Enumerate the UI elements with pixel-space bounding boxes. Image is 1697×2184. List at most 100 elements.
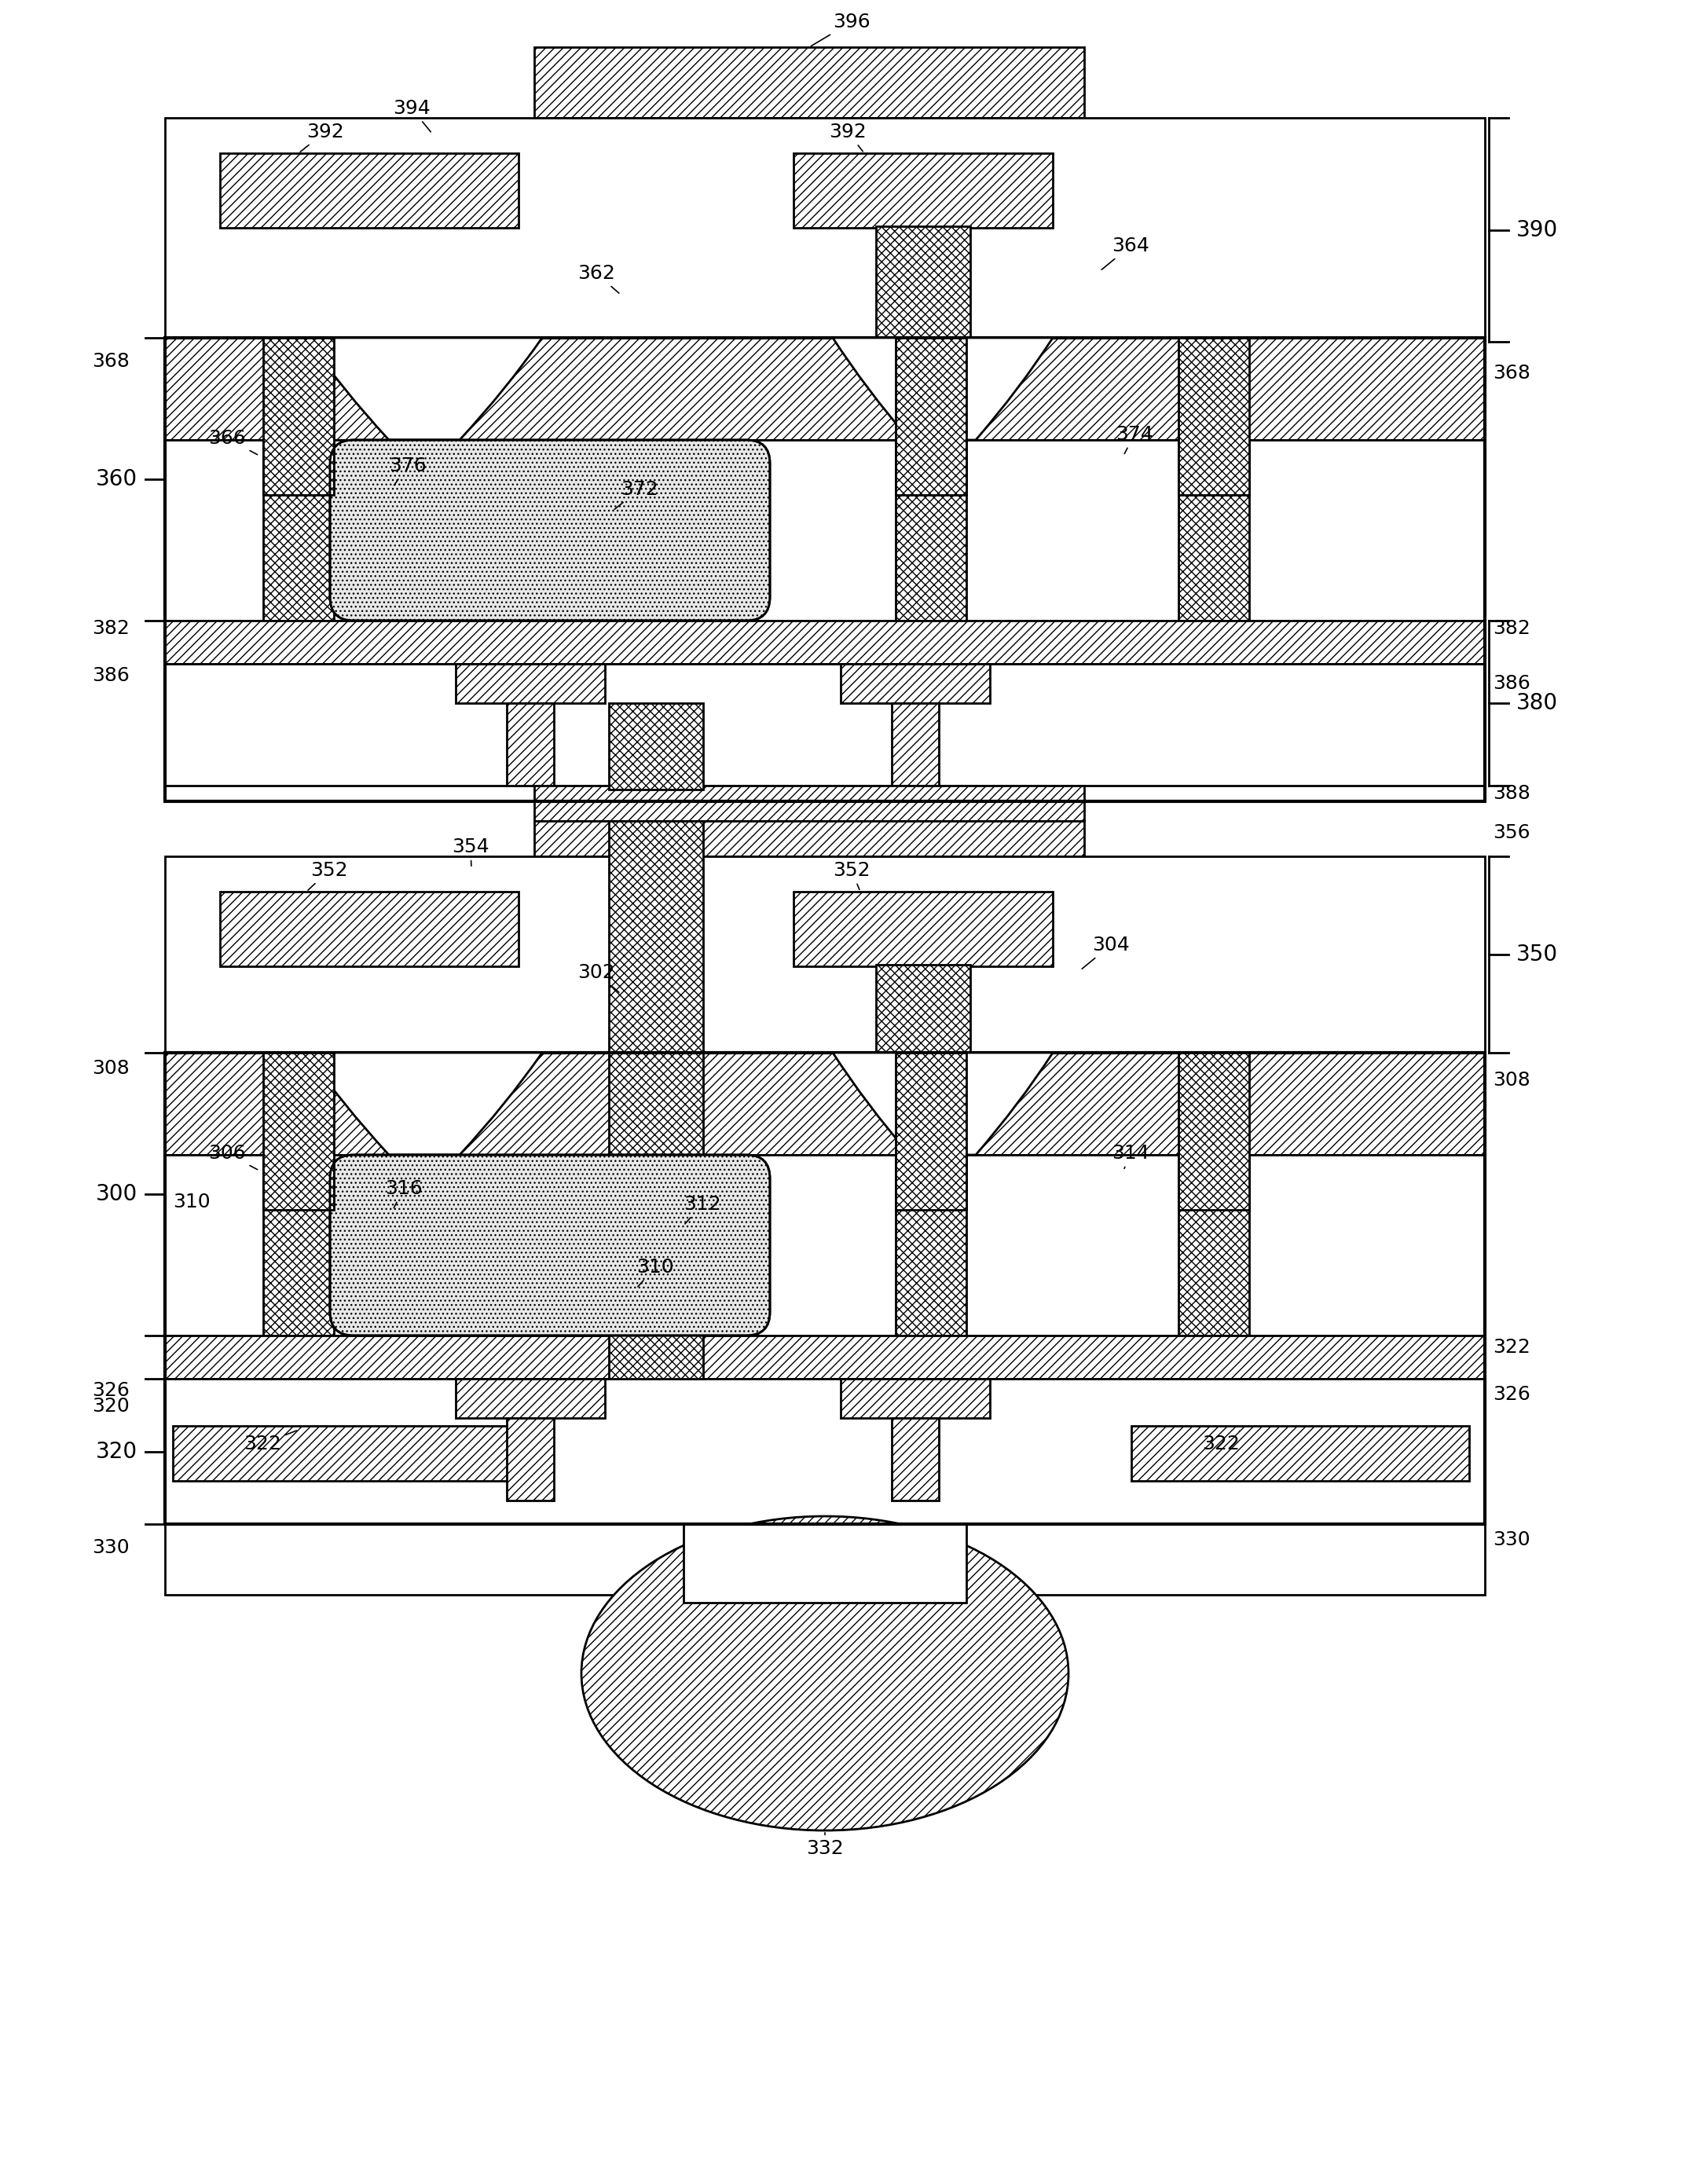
Text: 306: 306 [209,1144,258,1168]
Text: 332: 332 [806,1832,843,1859]
Bar [165,118,1485,339]
Text: 392: 392 [300,122,344,153]
Text: 312: 312 [684,1195,721,1223]
Text: 316: 316 [385,1179,423,1208]
Bar [1178,439,1249,620]
Bar [456,664,604,703]
Text: 380: 380 [1517,692,1558,714]
Bar [165,664,1485,786]
Bar [535,48,1084,118]
Bar [165,856,1485,1053]
Text: 360: 360 [95,467,137,489]
Bar [840,1378,989,1417]
Text: 392: 392 [828,122,867,151]
Text: 354: 354 [451,836,489,865]
Bar [507,1417,553,1500]
Text: 386: 386 [1493,675,1531,692]
Bar [896,339,966,496]
Text: 374: 374 [1115,426,1154,454]
Text: 376: 376 [389,456,426,485]
Bar [221,153,519,227]
Bar [165,339,1485,439]
Bar [891,703,938,786]
Bar [794,153,1052,227]
Bar [1132,1426,1470,1481]
Text: 308: 308 [92,1059,129,1079]
Text: 304: 304 [1083,935,1130,970]
Bar [609,821,703,1378]
Text: 362: 362 [577,264,619,293]
Text: 396: 396 [811,13,871,46]
Bar [876,227,971,341]
Text: 308: 308 [1493,1070,1531,1090]
Bar [609,703,703,791]
Text: 326: 326 [1493,1385,1531,1404]
Bar [165,439,1485,620]
Text: 322: 322 [1493,1339,1531,1356]
PathPatch shape [833,1053,1052,1155]
Text: 368: 368 [1493,365,1531,382]
Bar [1178,339,1249,496]
Text: 322: 322 [1201,1431,1239,1452]
Text: 366: 366 [209,428,258,454]
Text: 364: 364 [1101,236,1149,269]
Text: 388: 388 [1493,784,1531,804]
PathPatch shape [833,339,1052,439]
Bar [507,703,553,786]
Bar [263,1155,334,1337]
Text: 382: 382 [92,618,129,638]
PathPatch shape [307,1053,541,1155]
Text: 386: 386 [92,666,129,686]
Bar [1178,1053,1249,1210]
Text: 326: 326 [92,1380,129,1400]
Text: 320: 320 [95,1441,137,1463]
Bar [263,1053,334,1210]
Text: 382: 382 [1493,618,1531,638]
Bar [165,1155,1485,1337]
FancyBboxPatch shape [329,1155,770,1337]
Bar [263,439,334,620]
Ellipse shape [582,1516,1069,1830]
Text: 372: 372 [614,480,658,509]
Bar [684,1524,966,1603]
Text: 302: 302 [577,963,619,992]
Text: 352: 352 [307,860,348,891]
Text: 356: 356 [1493,823,1531,843]
Bar [840,664,989,703]
Text: 300: 300 [95,1184,137,1206]
Text: 350: 350 [1517,943,1558,965]
Text: 368: 368 [92,352,129,371]
PathPatch shape [307,339,541,439]
Bar [165,1524,1485,1594]
Bar [891,1417,938,1500]
Bar [165,339,1485,802]
Bar [173,1426,511,1481]
Text: 320: 320 [92,1398,129,1415]
Bar [221,891,519,965]
Bar [896,1053,966,1210]
Text: 314: 314 [1112,1144,1149,1168]
Text: 310: 310 [173,1192,210,1212]
Text: 394: 394 [392,98,431,131]
Text: 330: 330 [92,1538,129,1557]
Bar [263,339,334,496]
Bar [896,439,966,620]
Bar [896,1155,966,1337]
Text: 352: 352 [833,860,871,889]
Text: 390: 390 [1517,218,1558,240]
Text: 322: 322 [244,1431,297,1452]
Bar [876,965,971,1079]
Bar [535,821,1084,856]
FancyBboxPatch shape [329,439,770,620]
Bar [165,1053,1485,1155]
Text: 310: 310 [636,1258,674,1286]
Bar [165,1378,1485,1524]
Bar [1178,1155,1249,1337]
Text: 330: 330 [1493,1531,1531,1548]
Bar [456,1378,604,1417]
Bar [165,620,1485,664]
Bar [794,891,1052,965]
Bar [535,786,1084,821]
Bar [165,1053,1485,1524]
Bar [165,1337,1485,1378]
